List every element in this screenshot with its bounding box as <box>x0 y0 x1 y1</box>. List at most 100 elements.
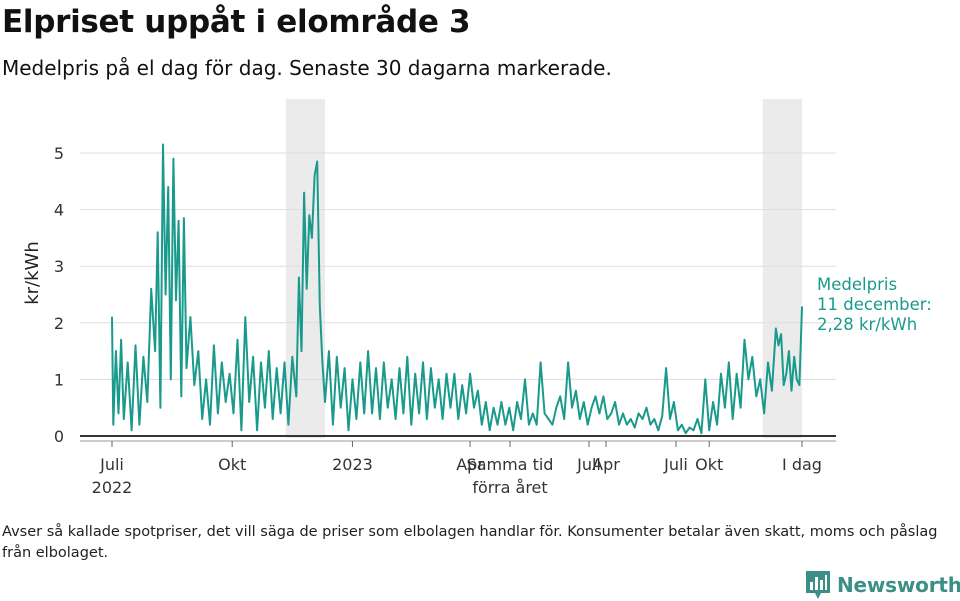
data-point <box>201 418 203 420</box>
data-point <box>696 418 699 420</box>
data-point <box>551 423 554 426</box>
data-point <box>579 418 581 420</box>
data-point <box>743 338 746 341</box>
data-point <box>586 423 589 426</box>
data-point <box>343 367 346 369</box>
data-point <box>445 372 448 375</box>
data-point <box>790 389 793 392</box>
data-point <box>275 367 278 369</box>
data-point <box>316 160 318 163</box>
data-point <box>305 288 308 290</box>
data-point <box>775 327 777 330</box>
data-point <box>248 401 251 403</box>
data-point <box>359 361 362 364</box>
data-point <box>130 429 133 432</box>
data-point <box>563 418 565 420</box>
x-tick-label: Apr <box>592 455 620 474</box>
data-point <box>126 361 129 364</box>
x-tick-label: Samma tid <box>467 455 554 474</box>
data-point <box>332 423 334 426</box>
data-point <box>154 350 156 352</box>
brand-name: Newsworthy <box>837 573 960 597</box>
data-point <box>728 361 730 364</box>
data-point <box>453 372 456 375</box>
bar-chart-logo-icon <box>806 571 830 599</box>
data-point <box>598 412 601 415</box>
x-tick-label-2: 2022 <box>92 478 133 497</box>
data-point <box>300 350 303 352</box>
data-point <box>716 423 718 426</box>
data-point <box>209 423 211 426</box>
data-point <box>324 401 326 403</box>
data-point <box>430 367 432 369</box>
brand-logo[interactable]: Newsworthy <box>805 569 960 601</box>
data-point <box>313 174 316 177</box>
latest-price-annotation: Medelpris 11 december: 2,28 kr/kWh <box>817 275 932 335</box>
x-tick-label: Juli <box>663 455 688 474</box>
data-point <box>780 333 782 335</box>
data-point <box>321 361 324 364</box>
data-point <box>383 361 385 364</box>
annotation-line-3: 2,28 kr/kWh <box>817 315 918 334</box>
data-point <box>363 412 366 415</box>
data-point <box>422 361 424 364</box>
data-point <box>394 418 397 420</box>
data-point <box>303 191 305 194</box>
data-point <box>228 372 231 375</box>
data-point <box>798 384 801 386</box>
data-point <box>755 395 758 398</box>
data-point <box>120 338 122 341</box>
data-point <box>180 395 183 398</box>
data-point <box>500 401 503 403</box>
data-point <box>142 355 145 358</box>
data-point <box>606 418 609 420</box>
data-point <box>146 401 149 403</box>
data-point <box>520 418 522 420</box>
data-point <box>260 361 262 364</box>
data-point <box>618 423 620 426</box>
data-point <box>473 406 475 409</box>
data-point <box>731 418 734 420</box>
data-point <box>232 412 235 415</box>
data-point <box>684 432 687 434</box>
data-point <box>747 378 750 381</box>
x-tick-label: Okt <box>695 455 723 474</box>
data-point <box>441 418 444 420</box>
data-point <box>252 355 254 358</box>
data-point <box>528 423 530 426</box>
data-point <box>477 389 479 392</box>
y-tick-labels: 0 1 2 3 4 5 <box>54 144 64 446</box>
data-point <box>492 406 495 409</box>
y-gridlines <box>80 152 836 380</box>
data-point <box>367 350 369 352</box>
data-point <box>426 418 428 420</box>
page-title: Elpriset uppåt i elområde 3 <box>2 4 471 40</box>
data-point <box>700 432 703 434</box>
data-point <box>134 344 137 347</box>
data-point <box>224 401 227 403</box>
data-point <box>724 406 726 409</box>
data-point <box>339 406 342 409</box>
data-point <box>582 401 585 403</box>
data-point <box>793 355 795 358</box>
data-point <box>720 372 722 375</box>
data-point <box>117 412 120 415</box>
data-point <box>630 418 632 420</box>
data-point <box>183 217 185 219</box>
data-point <box>782 384 785 386</box>
data-point <box>268 350 270 352</box>
x-tick-label-2: förra året <box>472 478 547 497</box>
data-point <box>469 372 471 375</box>
data-point <box>398 367 401 369</box>
data-point <box>256 429 258 432</box>
data-point <box>496 423 499 426</box>
y-tick-label: 4 <box>54 201 64 220</box>
data-point <box>602 395 605 398</box>
series-line-0 <box>111 143 803 435</box>
data-point <box>704 378 707 381</box>
data-point <box>189 316 192 318</box>
data-point <box>788 350 790 352</box>
data-point <box>543 412 546 415</box>
data-point <box>150 288 153 290</box>
